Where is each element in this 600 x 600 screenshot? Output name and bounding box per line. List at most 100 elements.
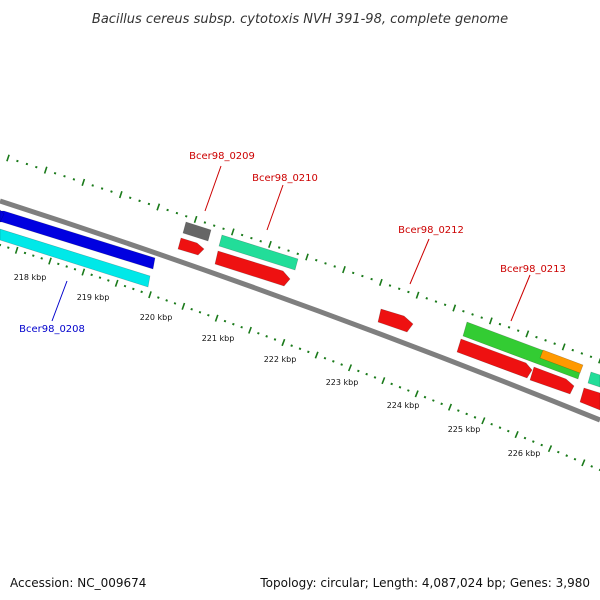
- scale-ring-dot: [423, 395, 427, 399]
- outer-ring-dot: [397, 287, 401, 291]
- scale-ring-dot: [273, 338, 277, 341]
- scale-ring-dot: [157, 296, 160, 299]
- outer-ring-dot: [314, 258, 318, 262]
- outer-ring-tick: [193, 215, 198, 223]
- outer-ring-tick: [452, 304, 457, 312]
- gene-bcer98-0213-overlap-arrow[interactable]: [539, 349, 584, 374]
- scale-ring-dot: [531, 440, 535, 443]
- connector-bcer98-0213: [510, 274, 531, 322]
- scale-ring-dot: [198, 310, 202, 314]
- outer-ring-dot: [53, 171, 57, 175]
- scale-ring-tick: [547, 445, 553, 453]
- scale-ring-dot: [23, 251, 27, 255]
- scale-ring-dot: [165, 299, 168, 302]
- outer-ring-dot: [471, 313, 474, 316]
- scale-ring-dot: [307, 350, 310, 354]
- outer-ring-dot: [240, 233, 244, 237]
- scale-ring-dot: [223, 319, 227, 323]
- scale-ring-tick: [381, 377, 386, 385]
- gene-bcer98-0213-strand-arrow[interactable]: [456, 338, 533, 379]
- scale-ring-dot: [207, 313, 210, 317]
- outer-ring-dot: [407, 290, 410, 294]
- outer-ring-dot: [571, 348, 575, 352]
- outer-ring-dot: [443, 303, 447, 307]
- scale-ring-dot: [506, 429, 510, 433]
- outer-ring-dot: [212, 224, 216, 227]
- scale-ring-dot: [398, 385, 402, 389]
- scale-ring-dot: [123, 284, 127, 288]
- gene-bcer98-0208-arrow[interactable]: [0, 210, 156, 270]
- gene-bcer98-0209-arrow[interactable]: [182, 221, 212, 242]
- outer-ring-dot: [100, 187, 104, 190]
- outer-ring-dot: [138, 199, 141, 203]
- gene-label-bcer98-0212[interactable]: Bcer98_0212: [398, 225, 464, 236]
- scale-label-220: 220 kbp: [140, 313, 173, 322]
- scale-ring-dot: [57, 262, 60, 266]
- scale-ring-dot: [590, 465, 594, 468]
- outer-ring-dot: [110, 190, 113, 193]
- scale-ring-dot: [7, 246, 10, 249]
- gene-label-bcer98-0209[interactable]: Bcer98_0209: [189, 151, 255, 162]
- scale-ring-dot: [40, 257, 43, 260]
- scale-ring-dot: [265, 335, 268, 338]
- gene-bcer98-0212-arrow[interactable]: [377, 308, 414, 333]
- gene-label-bcer98-0210[interactable]: Bcer98_0210: [252, 173, 318, 184]
- gene-label-bcer98-0213[interactable]: Bcer98_0213: [500, 264, 566, 275]
- scale-label-222: 222 kbp: [264, 355, 297, 364]
- scale-ring-dot: [332, 360, 335, 363]
- inner-scale-ring: [0, 243, 600, 472]
- scale-labels: 218 kbp 219 kbp 220 kbp 221 kbp 222 kbp …: [14, 273, 541, 458]
- connector-bcer98-0208: [51, 280, 68, 322]
- connector-bcer98-0212: [409, 238, 430, 285]
- connector-bcer98-0209: [204, 165, 222, 212]
- outer-ring-dot: [259, 239, 262, 243]
- gene-bcer98-0209-strand-arrow[interactable]: [177, 237, 205, 256]
- scale-ring-dot: [573, 457, 577, 461]
- scale-ring-dot: [190, 307, 193, 311]
- scale-ring-tick: [581, 459, 586, 467]
- outer-ring-tick: [305, 253, 309, 261]
- outer-ring-dot: [184, 215, 188, 218]
- outer-ring-dot: [553, 342, 556, 345]
- outer-dotted-ring: [6, 154, 600, 364]
- gene-bcer98-0210-strand-arrow[interactable]: [214, 250, 291, 287]
- outer-ring-dot: [250, 236, 253, 240]
- outer-ring-dot: [222, 227, 225, 231]
- gene-bcer98-0215-strand-arrow[interactable]: [579, 387, 600, 411]
- scale-ring-dot: [323, 356, 327, 360]
- scale-ring-dot: [465, 412, 468, 416]
- scale-ring-tick: [414, 390, 419, 398]
- outer-ring-dot: [507, 326, 511, 329]
- outer-ring-dot: [63, 174, 66, 178]
- scale-ring-tick: [314, 351, 319, 359]
- scale-ring-tick: [14, 246, 19, 254]
- gene-bcer98-0214-arrow[interactable]: [587, 371, 600, 388]
- outer-ring-dot: [544, 339, 547, 342]
- outer-ring-tick: [81, 178, 86, 186]
- outer-ring-dot: [589, 355, 593, 359]
- scale-ring-dot: [173, 302, 177, 305]
- gene-bcer98-0210-arrow[interactable]: [218, 234, 299, 271]
- gene-label-bcer98-0208[interactable]: Bcer98_0208: [19, 324, 85, 335]
- gene-bcer98-0207-arrow-tip[interactable]: [0, 209, 5, 223]
- scale-ring-dot: [556, 450, 560, 454]
- scale-ring-tick: [447, 403, 453, 411]
- outer-ring-dot: [166, 208, 169, 212]
- scale-label-219: 219 kbp: [77, 293, 110, 302]
- scale-ring-dot: [357, 369, 360, 373]
- map-title: Bacillus cereus subsp. cytotoxis NVH 391…: [92, 12, 508, 27]
- gene-bcer98-0208-strand-arrow[interactable]: [0, 228, 151, 288]
- scale-ring-dot: [232, 322, 235, 326]
- accession-text: Accession: NC_009674: [10, 576, 147, 590]
- outer-ring-dot: [498, 322, 502, 326]
- scale-ring-tick: [114, 279, 119, 287]
- scale-ring-dot: [523, 436, 527, 440]
- gene-bcer98-0214-strand-arrow[interactable]: [529, 366, 575, 395]
- outer-ring-dot: [535, 335, 538, 339]
- scale-ring-dot: [498, 426, 502, 429]
- outer-ring-tick: [156, 203, 161, 211]
- outer-ring-tick: [525, 330, 530, 338]
- scale-ring-tick: [48, 257, 52, 265]
